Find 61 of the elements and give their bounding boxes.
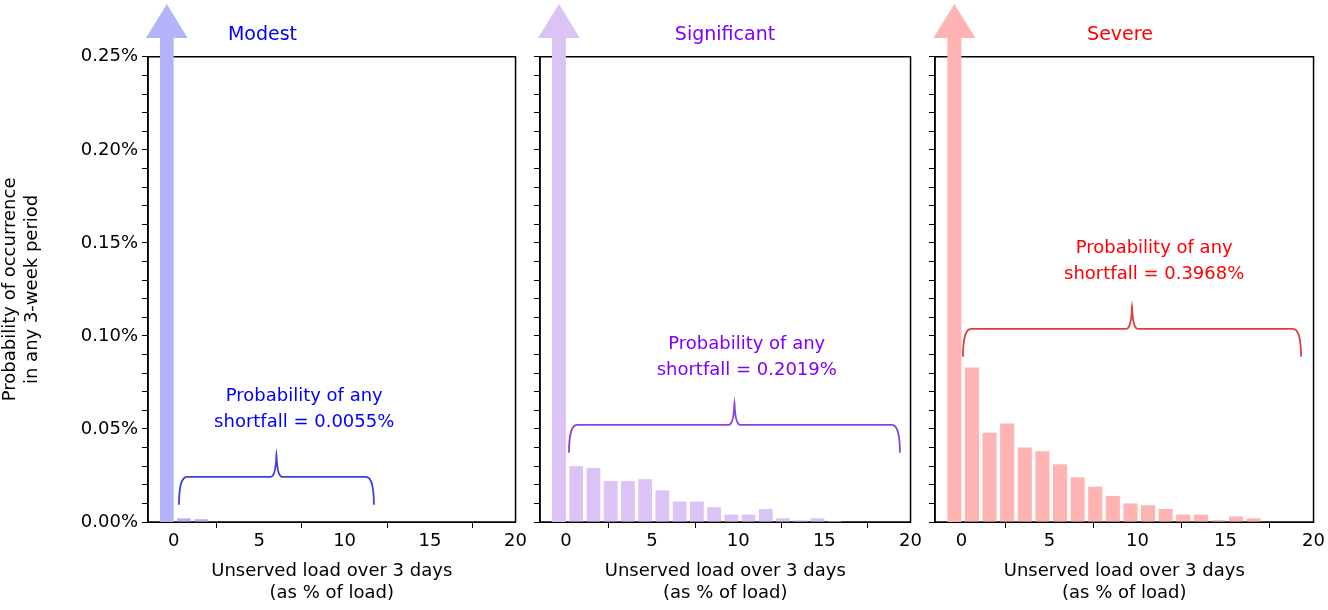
bar (810, 518, 825, 522)
x-tick-label: 20 (504, 529, 527, 551)
bar (655, 490, 670, 522)
y-tick-label: 0.00% (80, 509, 138, 531)
bar (1052, 464, 1068, 522)
x-tick-label: 15 (812, 529, 836, 551)
bar (1246, 518, 1261, 522)
bar (1035, 451, 1050, 522)
x-tick-label: 10 (1126, 529, 1149, 551)
x-tick-label: 0 (560, 529, 572, 551)
y-tick-label: 0.15% (80, 230, 138, 252)
chart-title: Severe (1087, 22, 1153, 45)
x-tick-label: 20 (899, 529, 922, 551)
bar (569, 466, 584, 522)
y-tick-label: 0.25% (80, 44, 138, 66)
bar (1229, 516, 1244, 522)
x-tick-label: 20 (1302, 529, 1325, 551)
x-tick-label: 0 (167, 529, 180, 551)
bar (689, 501, 704, 522)
x-tick-label: 10 (726, 529, 750, 551)
x-axis-title: Unserved load over 3 days (as % of load) (211, 559, 453, 602)
bar (1193, 514, 1208, 522)
bar (724, 514, 739, 522)
bar (1105, 495, 1120, 522)
bar (776, 518, 790, 522)
chart-title: Significant (674, 22, 776, 45)
bar (1000, 423, 1015, 522)
bar (982, 432, 997, 522)
y-tick-label: 0.10% (80, 323, 138, 345)
x-axis-title: Unserved load over 3 days (as % of load) (1003, 559, 1245, 602)
bar (621, 481, 635, 522)
annotation: Probability of any shortfall = 0.0055% (214, 384, 395, 432)
x-axis-title: Unserved load over 3 days (as % of load) (604, 559, 846, 602)
bar (741, 514, 756, 522)
y-axis-title: Probability of occurrence in any 3-week period (0, 177, 42, 402)
bar (1158, 508, 1173, 522)
chart-title: Modest (227, 22, 298, 45)
x-tick-label: 15 (1214, 529, 1237, 551)
x-tick-label: 10 (333, 529, 357, 551)
annotation: Probability of any shortfall = 0.3968% (1064, 235, 1245, 283)
bar (638, 479, 653, 522)
x-tick-label: 15 (418, 529, 442, 551)
bar (758, 508, 773, 522)
annotation: Probability of any shortfall = 0.2019% (656, 332, 837, 380)
bar (603, 481, 618, 522)
x-tick-label: 5 (253, 529, 265, 551)
bar (1141, 505, 1156, 522)
x-tick-label: 5 (1043, 529, 1056, 551)
y-tick-label: 0.20% (80, 137, 138, 159)
bar (1176, 514, 1191, 522)
bar (1070, 477, 1085, 522)
bar (707, 507, 721, 522)
x-tick-label: 5 (646, 529, 658, 551)
bar (964, 367, 980, 522)
bar (1017, 447, 1032, 522)
bar (672, 501, 687, 522)
x-tick-label: 0 (955, 529, 968, 551)
bar (586, 468, 601, 522)
y-tick-label: 0.05% (80, 416, 138, 438)
bar (1123, 503, 1138, 522)
bar (1088, 486, 1103, 522)
